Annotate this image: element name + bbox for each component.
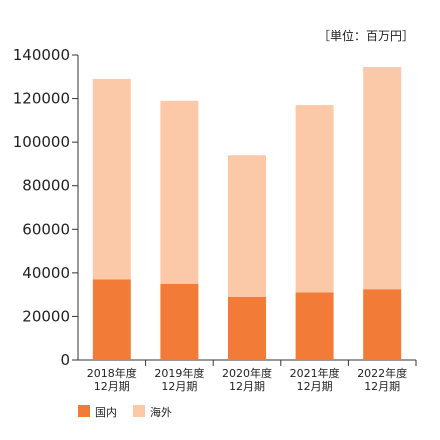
bar-segment-domestic [160,283,199,360]
x-tick-label: 2022年度 12月期 [357,366,407,393]
x-tick-label: 2018年度 12月期 [87,366,137,393]
x-axis-labels: 2018年度 12月期 2019年度 12月期 2020年度 12月期 2021年度 12月期… [87,366,407,393]
x-tick-label: 2019年度 12月期 [154,366,204,393]
bar-segment-domestic [295,292,334,360]
y-tick-label: 20000 [22,307,70,325]
bar-segment-overseas [160,100,199,284]
bar-segment-overseas [228,155,266,297]
legend-swatch [133,405,145,417]
unit-label: ［単位：百万円］ [318,28,414,43]
y-tick-label: 60000 [22,220,70,238]
bar-segment-overseas [92,78,131,280]
bar-segment-overseas [295,105,334,293]
bar-segment-overseas [363,66,402,290]
y-tick-label: 140000 [13,46,70,64]
bar-segment-domestic [228,296,266,360]
x-tick-label: 2021年度 12月期 [290,366,340,393]
legend-swatch [78,405,90,417]
y-tick-label: 80000 [22,177,70,195]
bar-segment-domestic [363,289,402,360]
bars [92,66,402,360]
bar-segment-domestic [92,279,131,360]
legend-label: 国内 [95,405,117,419]
axes: 0 20000 40000 60000 80000 100000 120000 140000 [13,46,417,369]
y-tick-label: 0 [60,351,70,369]
legend-label: 海外 [150,405,172,419]
y-tick-label: 100000 [13,133,70,151]
x-tick-label: 2020年度 12月期 [222,366,272,393]
y-tick-label: 120000 [13,90,70,108]
y-tick-label: 40000 [22,264,70,282]
legend: 国内 海外 [78,405,172,419]
